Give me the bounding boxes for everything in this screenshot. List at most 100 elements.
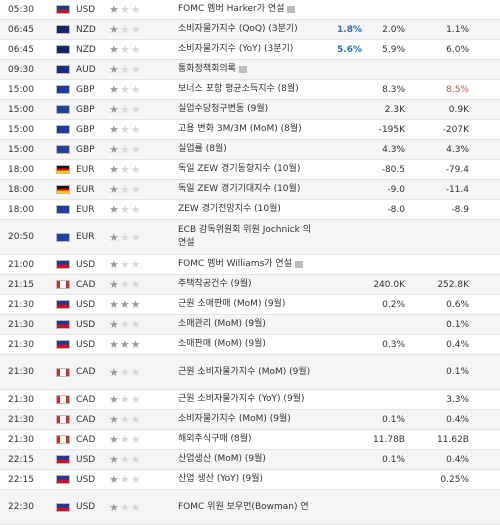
event-name[interactable]: 근원 소비자물가지수 (YoY) (9월) bbox=[178, 394, 305, 404]
event-name[interactable]: ECB 감독위원회 위원 Jochnick 의 연설 bbox=[178, 225, 312, 248]
table-row[interactable]: 05:30 USD ★ ★ ★ FOMC 멤버 Harker가 연설 bbox=[0, 0, 500, 20]
event-name[interactable]: FOMC 멤버 Harker가 연설 bbox=[178, 4, 285, 14]
event-name[interactable]: FOMC 멤버 Williams가 연설 bbox=[178, 259, 292, 269]
actual-value bbox=[318, 140, 362, 159]
table-row[interactable]: 18:00 EUR ★ ★ ★ 독일 ZEW 경기동향지수 (10월) -80.5 -79.4 bbox=[0, 160, 500, 180]
event-cell[interactable]: 해외주식구매 (8월) bbox=[178, 430, 316, 449]
event-cell[interactable]: FOMC 멤버 Williams가 연설 bbox=[178, 255, 316, 274]
previous-value: 8.5% bbox=[446, 84, 469, 95]
event-name[interactable]: 산업생산 (MoM) (9월) bbox=[178, 454, 266, 464]
time-cell: 06:45 bbox=[8, 24, 34, 35]
actual-value bbox=[318, 295, 362, 314]
event-name[interactable]: 보너스 포함 평균소득지수 (8월) bbox=[178, 84, 299, 94]
event-name[interactable]: FOMC 위원 보우먼(Bowman) 연 bbox=[178, 501, 309, 512]
star-icon: ★ bbox=[130, 183, 142, 196]
event-name[interactable]: 해외주식구매 (8월) bbox=[178, 434, 252, 444]
event-cell[interactable]: FOMC 위원 보우먼(Bowman) 연 bbox=[178, 490, 316, 524]
event-cell[interactable]: FOMC 멤버 Harker가 연설 bbox=[178, 0, 316, 19]
event-cell[interactable]: ZEW 경기전망지수 (10월) bbox=[178, 200, 316, 219]
document-icon[interactable] bbox=[238, 66, 247, 73]
table-row[interactable]: 06:45 NZD ★ ★ ★ 소비자물가지수 (YoY) (3분기) 5.6% 5.9% 6.… bbox=[0, 40, 500, 60]
table-row[interactable]: 18:00 EUR ★ ★ ★ ZEW 경기전망지수 (10월) -8.0 -8.9 bbox=[0, 200, 500, 220]
eu-flag bbox=[56, 220, 72, 254]
event-name[interactable]: 독일 ZEW 경기동향지수 (10월) bbox=[178, 164, 301, 174]
event-cell[interactable]: 소비자물가지수 (MoM) (9월) bbox=[178, 410, 316, 429]
event-cell[interactable]: 근원 소매판매 (MoM) (9월) bbox=[178, 295, 316, 314]
star-icon: ★ bbox=[109, 183, 120, 196]
table-row[interactable]: 21:30 USD ★ ★ ★ 소매관리 (MoM) (9월) 0.1% bbox=[0, 315, 500, 335]
table-row[interactable]: 21:15 CAD ★ ★ ★ 주택착공건수 (9월) 240.0K 252.8K bbox=[0, 275, 500, 295]
event-cell[interactable]: 소비자물가지수 (YoY) (3분기) bbox=[178, 40, 316, 59]
event-name[interactable]: 소비자물가지수 (QoQ) (3분기) bbox=[178, 24, 298, 34]
table-row[interactable]: 21:30 CAD ★ ★ ★ 소비자물가지수 (MoM) (9월) 0.1% 0.4% bbox=[0, 410, 500, 430]
table-row[interactable]: 15:00 GBP ★ ★ ★ 실업수당청구변동 (9월) 2.3K 0.9K bbox=[0, 100, 500, 120]
star-icon: ★ bbox=[119, 230, 131, 244]
table-row[interactable]: 18:00 EUR ★ ★ ★ 독일 ZEW 경기기대지수 (10월) -9.0 -11.4 bbox=[0, 180, 500, 200]
event-name[interactable]: 소비자물가지수 (YoY) (3분기) bbox=[178, 44, 294, 54]
event-cell[interactable]: 실업률 (8월) bbox=[178, 140, 316, 159]
table-row[interactable]: 06:45 NZD ★ ★ ★ 소비자물가지수 (QoQ) (3분기) 1.8% 2.0% 1.… bbox=[0, 20, 500, 40]
event-cell[interactable]: 소매관리 (MoM) (9월) bbox=[178, 315, 316, 334]
table-row[interactable]: 21:00 USD ★ ★ ★ FOMC 멤버 Williams가 연설 bbox=[0, 255, 500, 275]
table-row[interactable]: 21:30 CAD ★ ★ ★ 근원 소비자물가지수 (MoM) (9월) 0.1% bbox=[0, 355, 500, 390]
currency-cell: EUR bbox=[76, 204, 95, 215]
event-cell[interactable]: 실업수당청구변동 (9월) bbox=[178, 100, 316, 119]
event-name[interactable]: 소매판매 (MoM) (9월) bbox=[178, 339, 266, 349]
event-cell[interactable]: 산업 생산 (YoY) (9월) bbox=[178, 470, 316, 489]
event-cell[interactable]: 근원 소비자물가지수 (YoY) (9월) bbox=[178, 390, 316, 409]
event-cell[interactable]: 보너스 포함 평균소득지수 (8월) bbox=[178, 80, 316, 99]
table-row[interactable]: 15:00 GBP ★ ★ ★ 고용 변화 3M/3M (MoM) (8월) -195K -2… bbox=[0, 120, 500, 140]
table-row[interactable]: 21:30 CAD ★ ★ ★ 해외주식구매 (8월) 11.78B 11.62B bbox=[0, 430, 500, 450]
speaker-icon[interactable] bbox=[294, 261, 303, 268]
event-name[interactable]: ZEW 경기전망지수 (10월) bbox=[178, 204, 281, 214]
event-cell[interactable]: 산업생산 (MoM) (9월) bbox=[178, 450, 316, 469]
uk-flag bbox=[56, 85, 70, 94]
star-icon: ★ bbox=[119, 183, 131, 196]
event-cell[interactable]: 고용 변화 3M/3M (MoM) (8월) bbox=[178, 120, 316, 139]
event-name[interactable]: 독일 ZEW 경기기대지수 (10월) bbox=[178, 184, 301, 194]
currency-cell: USD bbox=[76, 259, 96, 270]
event-name[interactable]: 실업수당청구변동 (9월) bbox=[178, 104, 269, 114]
event-name[interactable]: 실업률 (8월) bbox=[178, 144, 227, 154]
previous-value: 0.1% bbox=[446, 319, 469, 330]
new-zealand-flag bbox=[56, 25, 70, 34]
table-row[interactable]: 20:50 EUR ★ ★ ★ ECB 감독위원회 위원 Jochnick 의 연설 bbox=[0, 220, 500, 255]
event-name[interactable]: 소비자물가지수 (MoM) (9월) bbox=[178, 414, 291, 424]
table-row[interactable]: 22:15 USD ★ ★ ★ 산업 생산 (YoY) (9월) 0.25% bbox=[0, 470, 500, 490]
event-name[interactable]: 소매관리 (MoM) (9월) bbox=[178, 319, 266, 329]
previous-value: 4.3% bbox=[446, 144, 469, 155]
event-cell[interactable]: 소비자물가지수 (QoQ) (3분기) bbox=[178, 20, 316, 39]
canada-flag bbox=[56, 415, 70, 424]
event-cell[interactable]: 소매판매 (MoM) (9월) bbox=[178, 335, 316, 354]
table-row[interactable]: 15:00 GBP ★ ★ ★ 보너스 포함 평균소득지수 (8월) 8.3% 8.5% bbox=[0, 80, 500, 100]
event-name[interactable]: 통화정책회의록 bbox=[178, 64, 236, 74]
table-row[interactable]: 21:30 USD ★ ★ ★ 근원 소매판매 (MoM) (9월) 0.2% 0.6% bbox=[0, 295, 500, 315]
speaker-icon[interactable] bbox=[287, 6, 296, 13]
table-row[interactable]: 22:30 USD ★ ★ ★ FOMC 위원 보우먼(Bowman) 연 bbox=[0, 490, 500, 525]
table-row[interactable]: 21:30 USD ★ ★ ★ 소매판매 (MoM) (9월) 0.3% 0.4% bbox=[0, 335, 500, 355]
star-icon: ★ bbox=[130, 278, 142, 291]
table-row[interactable]: 21:30 CAD ★ ★ ★ 근원 소비자물가지수 (YoY) (9월) 3.3% bbox=[0, 390, 500, 410]
time-cell: 15:00 bbox=[8, 84, 34, 95]
event-name[interactable]: 근원 소매판매 (MoM) (9월) bbox=[178, 299, 286, 309]
previous-value: 0.4% bbox=[446, 414, 469, 425]
event-cell[interactable]: ECB 감독위원회 위원 Jochnick 의 연설 bbox=[178, 220, 316, 254]
event-name[interactable]: 산업 생산 (YoY) (9월) bbox=[178, 474, 264, 484]
previous-value bbox=[426, 60, 469, 79]
event-cell[interactable]: 근원 소비자물가지수 (MoM) (9월) bbox=[178, 355, 316, 389]
table-row[interactable]: 22:15 USD ★ ★ ★ 산업생산 (MoM) (9월) 0.1% 0.4% bbox=[0, 450, 500, 470]
event-cell[interactable]: 독일 ZEW 경기기대지수 (10월) bbox=[178, 180, 316, 199]
event-name[interactable]: 주택착공건수 (9월) bbox=[178, 279, 252, 289]
forecast-value: 0.3% bbox=[382, 339, 405, 350]
forecast-value bbox=[360, 390, 405, 409]
event-cell[interactable]: 통화정책회의록 bbox=[178, 60, 316, 79]
table-row[interactable]: 09:30 AUD ★ ★ ★ 통화정책회의록 bbox=[0, 60, 500, 80]
event-cell[interactable]: 독일 ZEW 경기동향지수 (10월) bbox=[178, 160, 316, 179]
event-name[interactable]: 근원 소비자물가지수 (MoM) (9월) bbox=[178, 366, 311, 377]
actual-value bbox=[318, 220, 362, 254]
importance-stars: ★ ★ ★ bbox=[109, 470, 149, 489]
event-cell[interactable]: 주택착공건수 (9월) bbox=[178, 275, 316, 294]
canada-flag bbox=[56, 355, 72, 389]
table-row[interactable]: 15:00 GBP ★ ★ ★ 실업률 (8월) 4.3% 4.3% bbox=[0, 140, 500, 160]
event-name[interactable]: 고용 변화 3M/3M (MoM) (8월) bbox=[178, 124, 302, 134]
